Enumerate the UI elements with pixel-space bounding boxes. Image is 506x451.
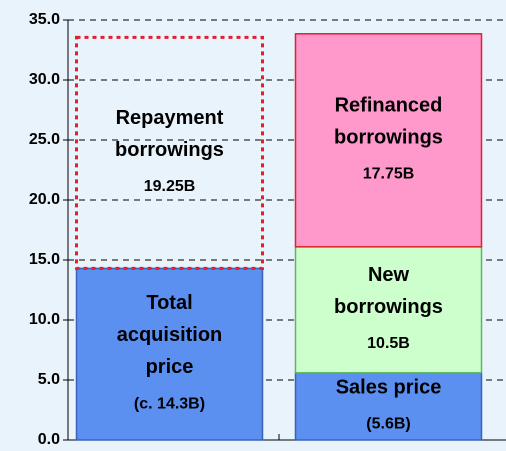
- y-tick-label: 0.0: [38, 431, 60, 448]
- y-tick-label: 25.0: [29, 131, 60, 148]
- y-tick-label: 30.0: [29, 71, 60, 88]
- y-tick-label: 5.0: [38, 371, 60, 388]
- bar-segment: [294, 33, 483, 248]
- y-tick-label: 10.0: [29, 311, 60, 328]
- bar-segment: [75, 267, 264, 441]
- bar-segment: [294, 246, 483, 374]
- segment-name: Total acquisition price: [117, 292, 223, 378]
- value-label: (5.6B): [366, 416, 410, 433]
- y-tick-label: 20.0: [29, 191, 60, 208]
- value-label: 10.5B: [367, 335, 410, 352]
- value-label: (c. 14.3B): [134, 395, 205, 412]
- y-tick-label: 35.0: [29, 11, 60, 28]
- bar-segment: [294, 372, 483, 441]
- segment-name: New borrowings: [334, 264, 443, 318]
- value-label: 19.25B: [144, 178, 196, 195]
- y-tick-label: 15.0: [29, 251, 60, 268]
- value-label: 17.75B: [363, 166, 415, 183]
- segment-name: Repayment borrowings: [115, 107, 224, 161]
- segment-name: Sales price: [336, 377, 442, 399]
- segment-name: Refinanced borrowings: [334, 95, 443, 149]
